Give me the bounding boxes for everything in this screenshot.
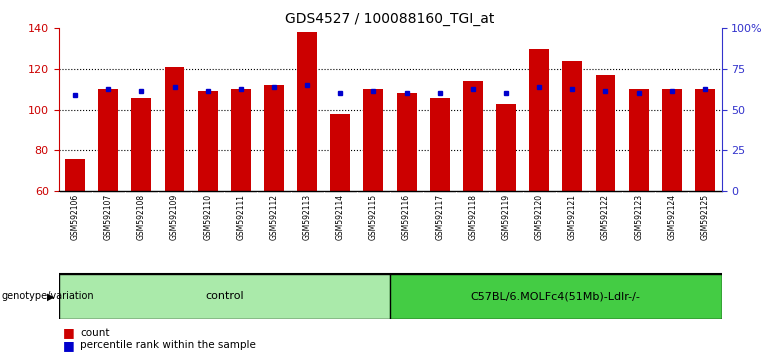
Text: GSM592125: GSM592125 bbox=[700, 194, 710, 240]
Bar bbox=[66, 159, 85, 191]
Text: GSM592110: GSM592110 bbox=[203, 194, 212, 240]
Bar bbox=[264, 85, 284, 191]
Bar bbox=[629, 89, 649, 191]
Text: GSM592106: GSM592106 bbox=[70, 194, 80, 240]
Text: GSM592118: GSM592118 bbox=[468, 194, 477, 240]
Text: ■: ■ bbox=[62, 326, 74, 339]
Text: ▶: ▶ bbox=[47, 291, 55, 302]
Bar bbox=[390, 274, 722, 319]
Text: GSM592116: GSM592116 bbox=[402, 194, 411, 240]
Text: GSM592113: GSM592113 bbox=[303, 194, 312, 240]
Bar bbox=[131, 97, 151, 191]
Bar bbox=[58, 274, 390, 319]
Bar bbox=[463, 81, 483, 191]
Bar bbox=[165, 67, 184, 191]
Bar bbox=[430, 97, 449, 191]
Text: count: count bbox=[80, 328, 110, 338]
Bar bbox=[363, 89, 383, 191]
Bar bbox=[562, 61, 582, 191]
Text: GSM592123: GSM592123 bbox=[634, 194, 644, 240]
Bar bbox=[496, 104, 516, 191]
Bar bbox=[396, 93, 417, 191]
Text: GSM592107: GSM592107 bbox=[104, 194, 113, 240]
Bar bbox=[661, 89, 682, 191]
Bar bbox=[331, 114, 350, 191]
Text: GSM592112: GSM592112 bbox=[269, 194, 278, 240]
Text: GSM592109: GSM592109 bbox=[170, 194, 179, 240]
Bar bbox=[297, 32, 317, 191]
Text: GSM592122: GSM592122 bbox=[601, 194, 610, 240]
Bar bbox=[231, 89, 250, 191]
Text: GSM592124: GSM592124 bbox=[667, 194, 676, 240]
Bar bbox=[198, 91, 218, 191]
Text: GSM592121: GSM592121 bbox=[568, 194, 577, 240]
Bar bbox=[596, 75, 615, 191]
Bar bbox=[529, 48, 549, 191]
Text: GSM592108: GSM592108 bbox=[136, 194, 146, 240]
Text: control: control bbox=[205, 291, 243, 302]
Text: GSM592114: GSM592114 bbox=[335, 194, 345, 240]
Text: GSM592115: GSM592115 bbox=[369, 194, 378, 240]
Text: percentile rank within the sample: percentile rank within the sample bbox=[80, 340, 256, 350]
Text: GSM592117: GSM592117 bbox=[435, 194, 445, 240]
Text: C57BL/6.MOLFc4(51Mb)-Ldlr-/-: C57BL/6.MOLFc4(51Mb)-Ldlr-/- bbox=[471, 291, 640, 302]
Bar bbox=[695, 89, 715, 191]
Text: GSM592111: GSM592111 bbox=[236, 194, 246, 240]
Text: GSM592120: GSM592120 bbox=[534, 194, 544, 240]
Bar bbox=[98, 89, 119, 191]
Text: ■: ■ bbox=[62, 339, 74, 352]
Text: genotype/variation: genotype/variation bbox=[2, 291, 94, 302]
Title: GDS4527 / 100088160_TGI_at: GDS4527 / 100088160_TGI_at bbox=[285, 12, 495, 26]
Text: GSM592119: GSM592119 bbox=[502, 194, 511, 240]
